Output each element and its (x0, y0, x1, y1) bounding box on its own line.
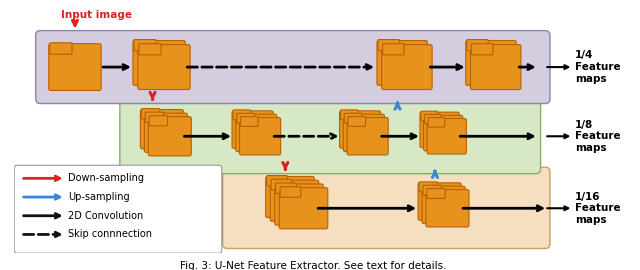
FancyBboxPatch shape (280, 187, 301, 197)
FancyBboxPatch shape (50, 43, 72, 54)
FancyBboxPatch shape (223, 167, 550, 248)
Text: Up-sampling: Up-sampling (68, 192, 130, 202)
FancyBboxPatch shape (419, 182, 437, 192)
FancyBboxPatch shape (467, 40, 488, 51)
FancyBboxPatch shape (49, 44, 101, 90)
FancyBboxPatch shape (340, 110, 358, 120)
FancyBboxPatch shape (275, 184, 323, 225)
FancyBboxPatch shape (271, 179, 292, 190)
Text: 1/4
Feature
maps: 1/4 Feature maps (575, 50, 621, 84)
FancyBboxPatch shape (422, 186, 465, 224)
FancyBboxPatch shape (138, 45, 190, 90)
FancyBboxPatch shape (466, 40, 516, 85)
FancyBboxPatch shape (426, 190, 469, 227)
Text: 1/8
Feature
maps: 1/8 Feature maps (575, 120, 621, 153)
FancyBboxPatch shape (36, 31, 550, 103)
FancyBboxPatch shape (266, 177, 314, 218)
FancyBboxPatch shape (378, 40, 399, 51)
FancyBboxPatch shape (237, 113, 254, 123)
FancyBboxPatch shape (427, 189, 445, 198)
Text: 2D Convolution: 2D Convolution (68, 211, 143, 221)
FancyBboxPatch shape (377, 40, 428, 85)
FancyBboxPatch shape (241, 117, 258, 126)
FancyBboxPatch shape (14, 165, 221, 253)
FancyBboxPatch shape (145, 112, 164, 122)
FancyBboxPatch shape (344, 113, 362, 123)
FancyBboxPatch shape (140, 110, 184, 149)
FancyBboxPatch shape (343, 114, 385, 151)
FancyBboxPatch shape (120, 99, 541, 174)
Text: Down-sampling: Down-sampling (68, 173, 145, 183)
FancyBboxPatch shape (424, 114, 441, 124)
FancyBboxPatch shape (134, 40, 156, 51)
FancyBboxPatch shape (340, 111, 381, 148)
FancyBboxPatch shape (141, 109, 160, 119)
FancyBboxPatch shape (279, 188, 328, 229)
FancyBboxPatch shape (139, 44, 161, 55)
FancyBboxPatch shape (427, 119, 467, 154)
Text: 1/16
Feature
maps: 1/16 Feature maps (575, 192, 621, 225)
FancyBboxPatch shape (239, 117, 281, 155)
FancyBboxPatch shape (423, 185, 442, 195)
Text: Fig. 3: U-Net Feature Extractor. See text for details.: Fig. 3: U-Net Feature Extractor. See tex… (180, 261, 447, 270)
FancyBboxPatch shape (148, 117, 191, 156)
FancyBboxPatch shape (145, 113, 188, 152)
FancyBboxPatch shape (149, 116, 168, 126)
FancyBboxPatch shape (233, 110, 250, 120)
FancyBboxPatch shape (428, 117, 445, 127)
FancyBboxPatch shape (421, 111, 438, 121)
FancyBboxPatch shape (133, 40, 186, 85)
FancyBboxPatch shape (472, 44, 493, 55)
FancyBboxPatch shape (267, 176, 287, 186)
FancyBboxPatch shape (470, 45, 521, 90)
FancyBboxPatch shape (232, 111, 273, 148)
FancyBboxPatch shape (276, 183, 296, 194)
FancyBboxPatch shape (381, 45, 432, 90)
FancyBboxPatch shape (236, 114, 277, 151)
FancyBboxPatch shape (424, 115, 463, 151)
FancyBboxPatch shape (418, 183, 461, 220)
FancyBboxPatch shape (420, 112, 460, 148)
FancyBboxPatch shape (270, 180, 319, 221)
FancyBboxPatch shape (348, 117, 365, 126)
FancyBboxPatch shape (383, 44, 404, 55)
Text: Input image: Input image (61, 10, 132, 20)
FancyBboxPatch shape (347, 117, 388, 155)
Text: Skip connnection: Skip connnection (68, 230, 152, 239)
